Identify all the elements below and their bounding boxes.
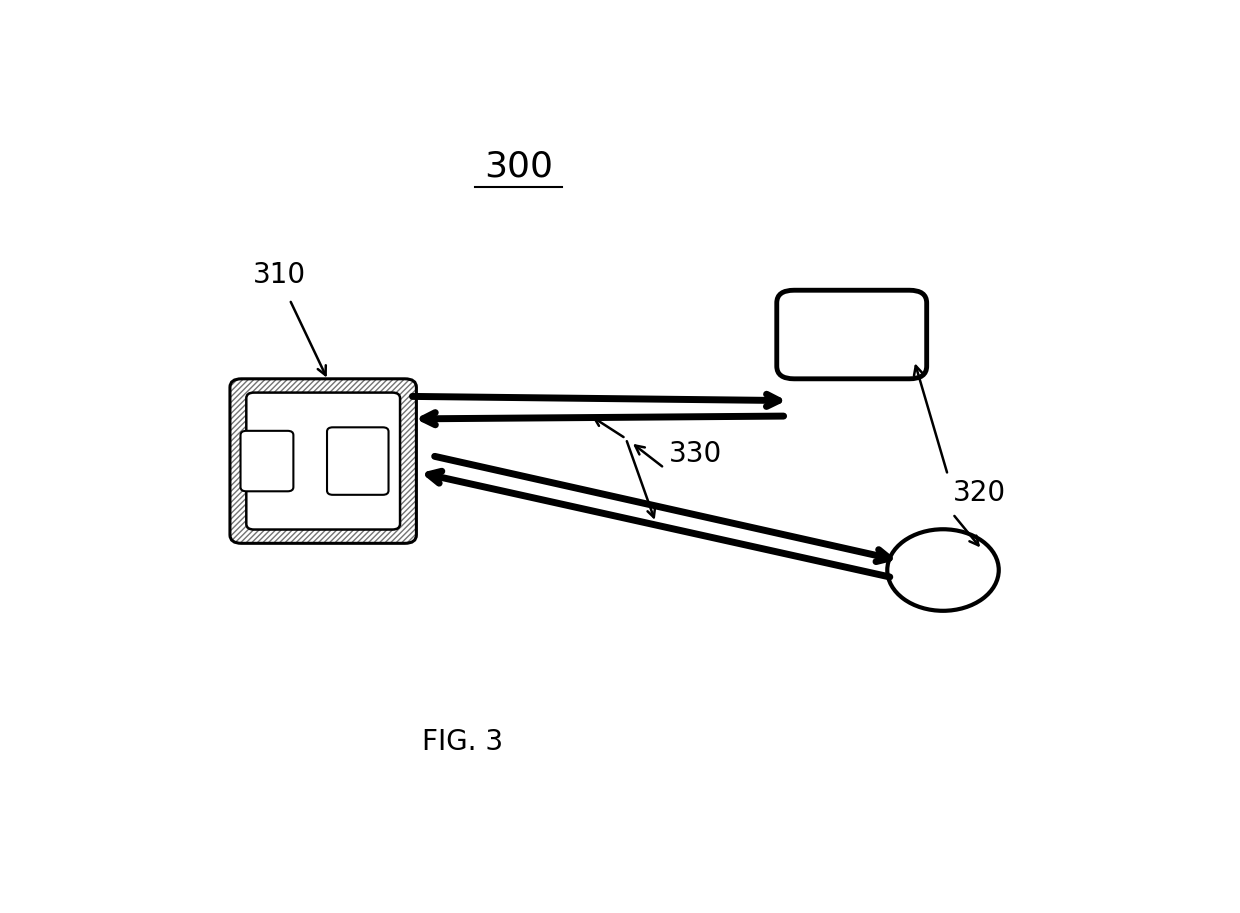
FancyBboxPatch shape [241, 431, 294, 491]
FancyBboxPatch shape [229, 379, 417, 543]
FancyBboxPatch shape [327, 427, 388, 495]
FancyBboxPatch shape [247, 393, 401, 530]
Text: 310: 310 [253, 261, 306, 289]
Text: 330: 330 [670, 440, 723, 468]
Text: 300: 300 [484, 150, 553, 184]
FancyBboxPatch shape [776, 290, 926, 379]
Text: 320: 320 [952, 478, 1006, 507]
Text: FIG. 3: FIG. 3 [422, 729, 503, 756]
Circle shape [888, 530, 998, 611]
